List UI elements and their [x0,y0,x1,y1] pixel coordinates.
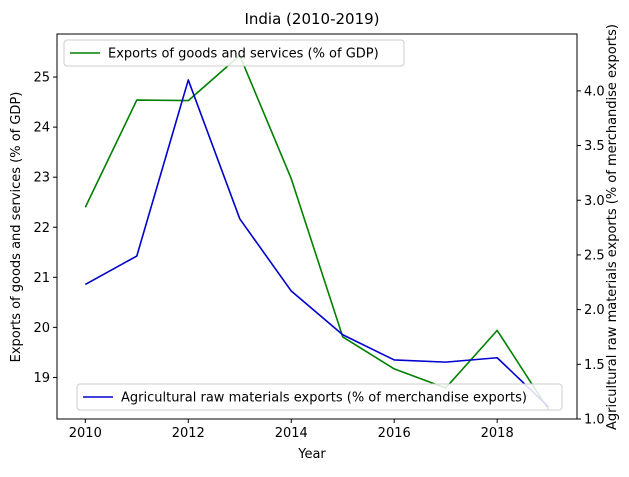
legend-box-exports-gdp [63,39,405,67]
series-line-agri-raw-materials [84,79,550,408]
left-tick-label: 19 [33,371,50,386]
right-axis-label: Agricultural raw materials exports (% of… [605,24,620,430]
legend-box-agri-raw-materials [76,383,563,411]
right-tick-label: 2.5 [584,248,605,263]
left-axis-label: Exports of goods and services (% of GDP) [9,92,24,363]
left-tick-label: 21 [33,271,50,286]
x-tick-label: 2016 [378,426,411,441]
x-tick-label: 2018 [481,426,514,441]
chart-title: India (2010-2019) [244,10,379,28]
x-tick-label: 2010 [69,426,102,441]
right-tick-label: 3.0 [584,194,605,209]
chart-marks: 2010 2012 2014 2016 2018 19 20 21 22 23 24 25 1.0 1.5… [33,33,605,441]
legend-label-agri-raw-materials: Agricultural raw materials exports (% of… [121,391,527,406]
left-tick-label: 24 [33,121,50,136]
left-tick-label: 25 [33,71,50,86]
left-tick-label: 23 [33,171,50,186]
right-tick-label: 3.5 [584,139,605,154]
right-tick-label: 1.5 [584,358,605,373]
x-tick-label: 2012 [172,426,205,441]
left-tick-label: 22 [33,221,50,236]
plot-frame [56,33,578,420]
x-axis-label: Year [297,447,326,462]
legend-label-exports-gdp: Exports of goods and services (% of GDP) [108,47,379,62]
x-tick-label: 2014 [275,426,308,441]
right-tick-label: 4.0 [584,84,605,99]
right-tick-label: 1.0 [584,413,605,428]
left-tick-label: 20 [33,321,50,336]
right-tick-label: 2.0 [584,303,605,318]
